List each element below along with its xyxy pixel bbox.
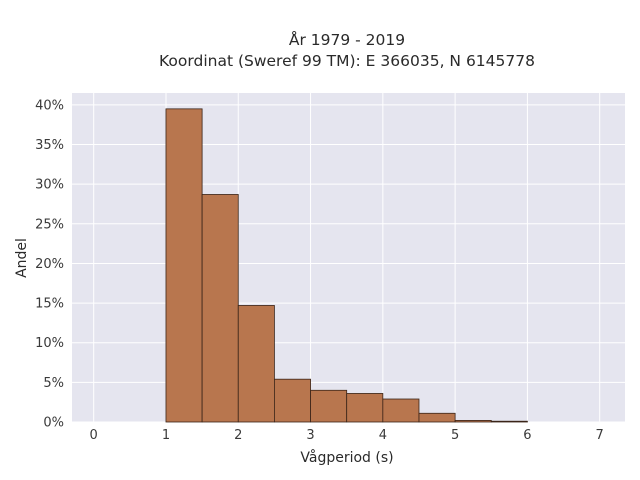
x-tick-label: 0	[90, 428, 98, 443]
x-tick-label: 2	[234, 428, 242, 443]
y-tick-label: 30%	[35, 178, 64, 193]
histogram-bar	[310, 389, 348, 423]
histogram-bar	[346, 393, 384, 423]
histogram-bar	[201, 194, 239, 423]
y-tick-label: 40%	[35, 98, 64, 113]
histogram-bars	[165, 108, 528, 423]
y-axis-label: Andel	[14, 238, 30, 278]
histogram-bar	[165, 108, 203, 423]
x-tick-label: 7	[596, 428, 604, 443]
y-axis-ticks: 0% 5% 10% 15% 20% 25% 30% 35% 40%	[35, 98, 64, 430]
x-tick-label: 6	[523, 428, 531, 443]
histogram-bar	[454, 420, 492, 423]
histogram-bar	[490, 420, 528, 423]
histogram-bar	[418, 412, 456, 423]
y-tick-label: 5%	[43, 376, 64, 391]
chart-title-line2: Koordinat (Sweref 99 TM): E 366035, N 61…	[159, 52, 535, 70]
plot-area	[72, 93, 625, 422]
y-tick-label: 25%	[35, 217, 64, 232]
x-axis-ticks: 0 1 2 3 4 5 6 7	[90, 428, 604, 443]
y-tick-label: 20%	[35, 257, 64, 272]
y-tick-label: 10%	[35, 336, 64, 351]
x-tick-label: 3	[306, 428, 314, 443]
y-tick-label: 15%	[35, 297, 64, 312]
y-tick-label: 0%	[43, 416, 64, 431]
histogram-bar	[274, 378, 311, 423]
y-tick-label: 35%	[35, 138, 64, 153]
histogram-bar	[382, 398, 420, 423]
x-tick-label: 4	[379, 428, 387, 443]
x-tick-label: 1	[162, 428, 170, 443]
x-tick-label: 5	[451, 428, 459, 443]
histogram-bar	[237, 305, 275, 423]
chart-title-line1: År 1979 - 2019	[289, 30, 405, 49]
x-axis-label: Vågperiod (s)	[300, 449, 393, 466]
